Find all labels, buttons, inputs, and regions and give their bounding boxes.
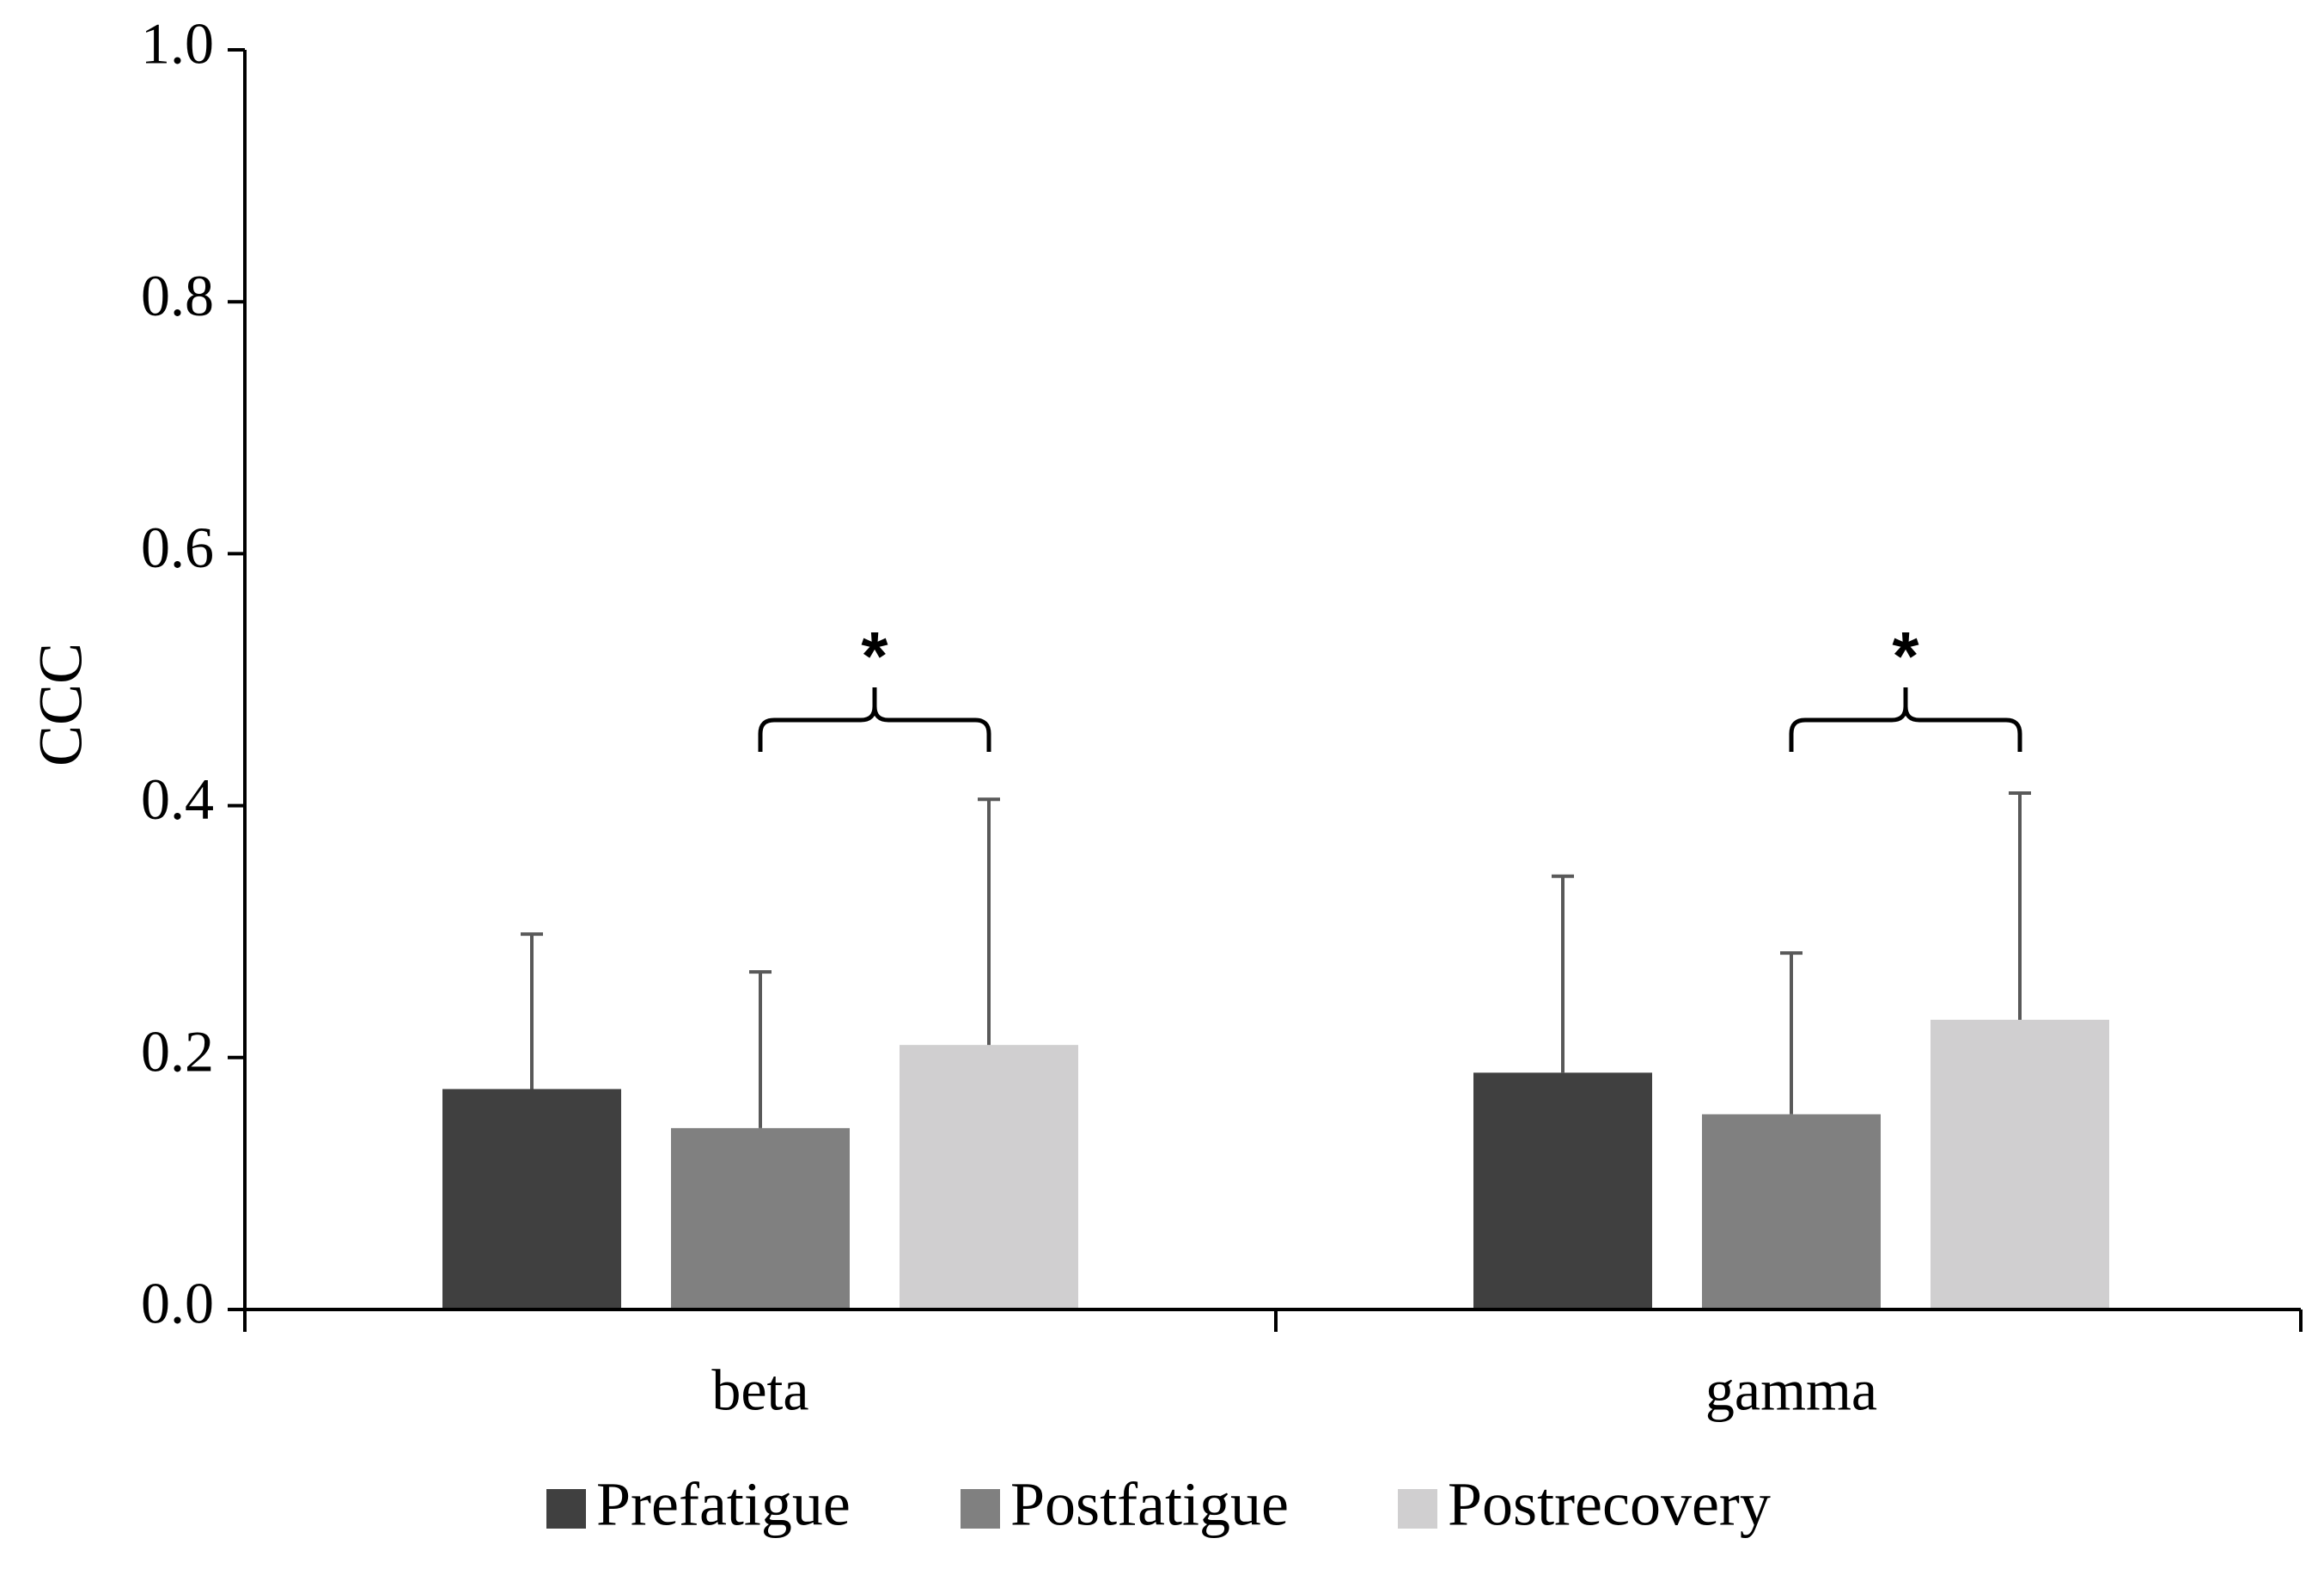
legend-label-postfatigue: Postfatigue <box>1010 1470 1289 1539</box>
bar-beta-postrecovery <box>900 1045 1078 1309</box>
significance-star-gamma: * <box>1892 618 1919 694</box>
legend-swatch-prefatigue <box>546 1489 586 1529</box>
y-tick-label: 0.0 <box>141 1271 214 1336</box>
bar-gamma-postrecovery <box>1931 1019 2109 1309</box>
significance-brace-beta <box>758 687 991 752</box>
y-tick-label: 0.8 <box>141 263 214 328</box>
x-category-label-gamma: gamma <box>1705 1358 1877 1423</box>
legend-swatch-postfatigue <box>961 1489 1000 1529</box>
bar-layer <box>442 791 2109 1309</box>
annotation-layer: * * <box>758 618 2022 752</box>
bar-beta-postfatigue <box>671 1127 850 1309</box>
legend-swatch-postrecovery <box>1398 1489 1437 1529</box>
significance-brace-gamma <box>1789 687 2022 752</box>
significance-star-beta: * <box>861 618 888 694</box>
legend-label-postrecovery: Postrecovery <box>1448 1470 1771 1539</box>
y-axis-title: CCC <box>27 643 95 766</box>
x-category-label-beta: beta <box>711 1358 808 1423</box>
bar-gamma-prefatigue <box>1473 1072 1652 1309</box>
bar-gamma-postfatigue <box>1702 1114 1881 1309</box>
y-tick-label: 0.6 <box>141 515 214 580</box>
legend-label-prefatigue: Prefatigue <box>596 1470 851 1539</box>
y-tick-label: 0.2 <box>141 1018 214 1084</box>
bar-beta-prefatigue <box>442 1089 621 1309</box>
legend: Prefatigue Postfatigue Postrecovery <box>546 1470 1771 1539</box>
axis-layer: 0.0 0.2 0.4 0.6 0.8 1.0 beta gamma <box>141 11 2303 1423</box>
y-tick-label: 1.0 <box>141 11 214 76</box>
y-tick-label: 0.4 <box>141 766 214 832</box>
